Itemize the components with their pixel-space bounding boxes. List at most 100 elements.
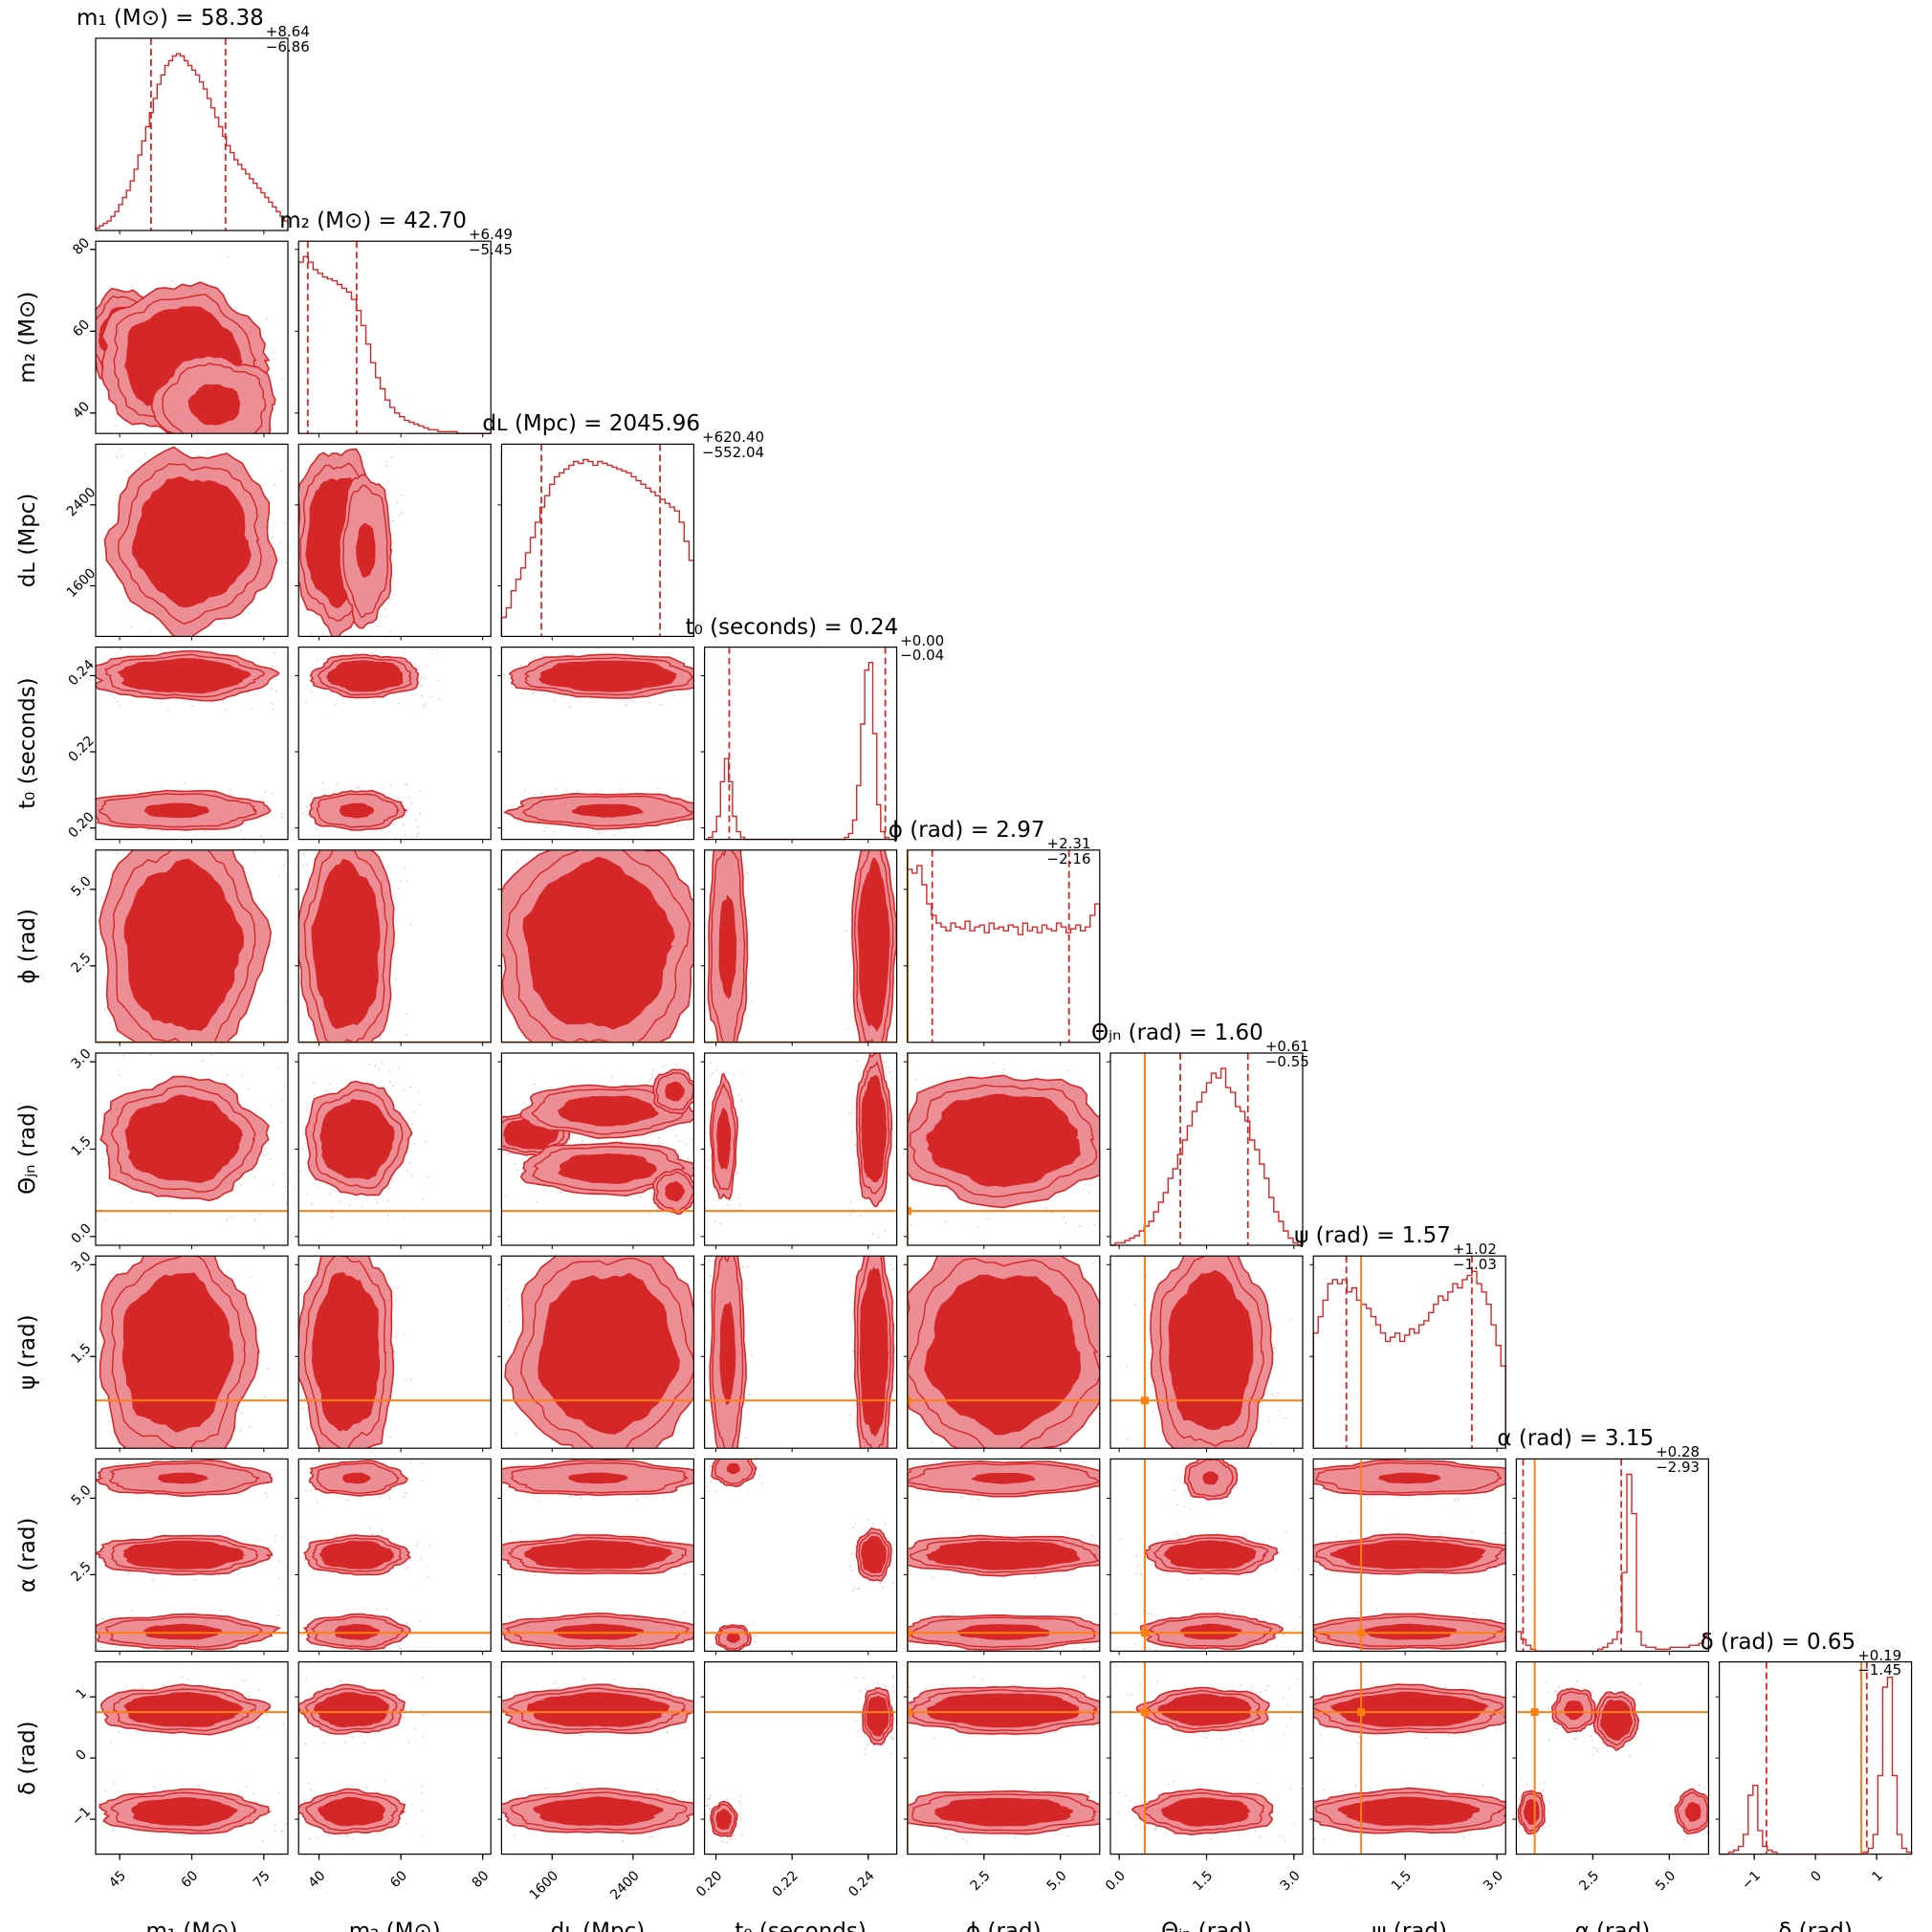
scatter-sample xyxy=(694,659,696,661)
scatter-sample xyxy=(298,1454,300,1456)
scatter-sample xyxy=(1283,1540,1284,1542)
scatter-sample xyxy=(462,1020,464,1021)
panel-frame xyxy=(1515,1458,1710,1653)
scatter-sample xyxy=(99,1646,102,1649)
scatter-sample xyxy=(204,1055,206,1057)
panel-alpha-vs-psi xyxy=(1271,1458,1506,1653)
scatter-sample xyxy=(478,1700,480,1701)
scatter-sample xyxy=(744,648,746,649)
scatter-sample xyxy=(1050,1248,1052,1250)
contour-inner xyxy=(1337,1796,1481,1827)
histogram-alpha xyxy=(1515,1473,1710,1653)
scatter-sample xyxy=(626,1206,628,1208)
scatter-sample xyxy=(331,1211,334,1214)
scatter-sample xyxy=(82,838,84,840)
scatter-sample xyxy=(477,955,479,957)
scatter-sample xyxy=(676,824,679,826)
scatter-sample xyxy=(1254,1830,1257,1833)
scatter-sample xyxy=(265,318,268,320)
truth-marker xyxy=(1140,1629,1149,1637)
scatter-sample xyxy=(906,1474,908,1476)
scatter-sample xyxy=(482,1611,484,1613)
scatter-sample xyxy=(1300,1788,1303,1789)
scatter-sample xyxy=(853,1087,855,1088)
scatter-sample xyxy=(463,1739,465,1741)
scatter-sample xyxy=(376,1608,379,1611)
scatter-sample xyxy=(285,1493,287,1495)
scatter-sample xyxy=(1271,1497,1273,1499)
scatter-sample xyxy=(710,1646,712,1648)
scatter-sample xyxy=(509,1320,511,1323)
scatter-sample xyxy=(737,1093,740,1096)
panel-psi-vs-t0 xyxy=(703,1255,898,1488)
scatter-sample xyxy=(406,783,408,785)
scatter-sample xyxy=(1125,1054,1127,1056)
hist-panel-psi xyxy=(1312,1255,1506,1449)
scatter-sample xyxy=(117,1069,120,1072)
scatter-sample xyxy=(1124,1215,1126,1217)
scatter-sample xyxy=(846,969,849,972)
scatter-sample xyxy=(71,818,73,820)
scatter-sample xyxy=(398,702,400,705)
y-tick-label: 2.5 xyxy=(69,950,95,976)
scatter-sample xyxy=(281,1465,283,1467)
scatter-sample xyxy=(1289,1717,1292,1719)
scatter-sample xyxy=(336,783,339,786)
scatter-sample xyxy=(1444,1686,1447,1689)
scatter-sample xyxy=(1133,1250,1135,1252)
scatter-sample xyxy=(283,1838,285,1840)
scatter-sample xyxy=(70,1419,72,1421)
scatter-sample xyxy=(153,1786,156,1789)
scatter-sample xyxy=(534,1574,537,1577)
contour-inner xyxy=(553,1623,645,1640)
scatter-sample xyxy=(707,1723,709,1724)
scatter-sample xyxy=(1115,1794,1117,1796)
scatter-sample xyxy=(296,1182,297,1184)
scatter-sample xyxy=(725,1058,727,1060)
scatter-sample xyxy=(1342,1789,1345,1792)
scatter-sample xyxy=(74,663,76,665)
histogram-t0 xyxy=(704,662,897,841)
scatter-sample xyxy=(280,1306,282,1308)
scatter-sample xyxy=(310,793,313,795)
scatter-sample xyxy=(290,1555,292,1557)
scatter-sample xyxy=(891,1486,893,1488)
scatter-sample xyxy=(1428,1787,1431,1789)
scatter-sample xyxy=(696,1712,698,1714)
scatter-sample xyxy=(1591,1691,1593,1694)
scatter-sample xyxy=(731,1704,733,1706)
contour-inner xyxy=(716,1108,732,1170)
scatter-sample xyxy=(697,1270,699,1272)
scatter-sample xyxy=(910,1224,912,1227)
contour-mid xyxy=(864,1691,892,1742)
scatter-sample xyxy=(497,652,499,654)
scatter-sample xyxy=(310,1489,313,1492)
scatter-sample xyxy=(69,1110,71,1112)
panel-dL-vs-m2 xyxy=(292,423,492,637)
scatter-sample xyxy=(881,1504,883,1505)
scatter-sample xyxy=(304,1533,306,1535)
scatter-sample xyxy=(568,778,570,779)
scatter-sample xyxy=(295,300,296,302)
panel-delta-vs-m2 xyxy=(283,1660,492,1855)
scatter-sample xyxy=(317,1656,318,1658)
scatter-sample xyxy=(1573,1738,1576,1740)
scatter-sample xyxy=(547,1220,549,1222)
scatter-sample xyxy=(1575,1738,1577,1740)
contour-inner xyxy=(925,1541,1081,1570)
scatter-sample xyxy=(379,423,381,425)
scatter-sample xyxy=(541,1253,543,1255)
scatter-sample xyxy=(1112,1229,1114,1231)
scatter-sample xyxy=(476,1152,478,1153)
scatter-sample xyxy=(292,627,294,629)
scatter-sample xyxy=(750,1649,753,1651)
truth-marker xyxy=(907,1396,911,1405)
scatter-sample xyxy=(197,1058,199,1060)
scatter-sample xyxy=(295,819,296,821)
scatter-sample xyxy=(735,685,736,687)
scatter-sample xyxy=(272,665,274,668)
scatter-sample xyxy=(966,1841,969,1844)
scatter-sample xyxy=(316,1186,318,1189)
scatter-sample xyxy=(856,1060,858,1062)
scatter-sample xyxy=(455,1788,457,1789)
